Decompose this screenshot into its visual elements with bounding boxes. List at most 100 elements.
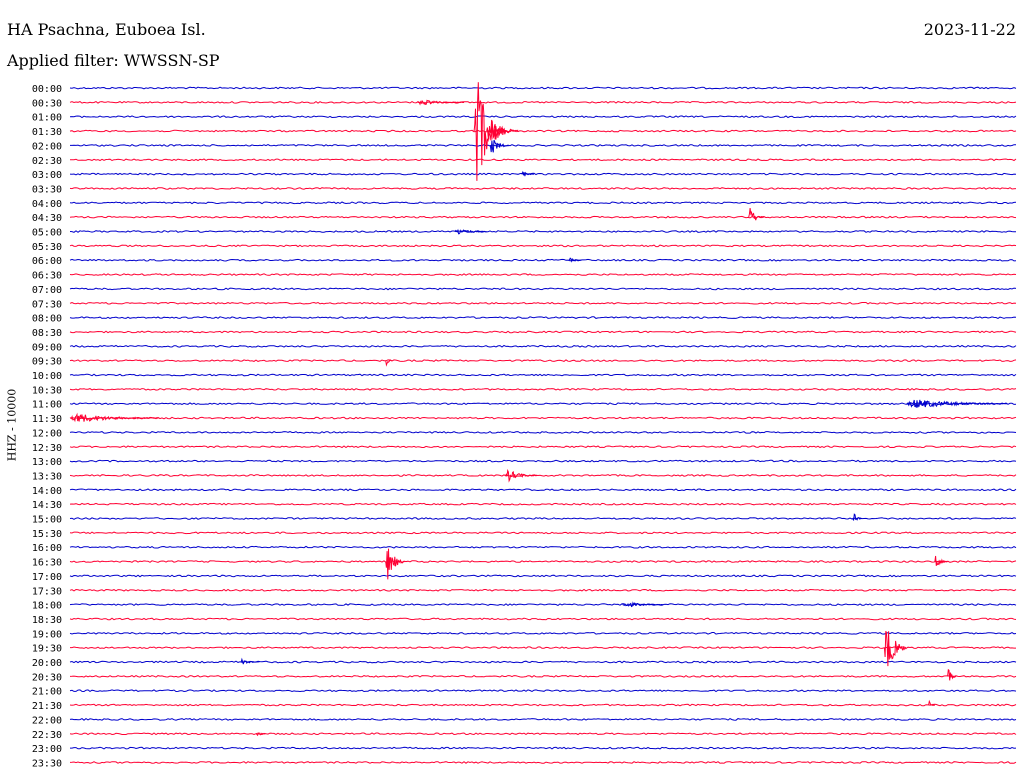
time-label: 21:30 bbox=[32, 701, 62, 712]
time-label: 23:30 bbox=[32, 758, 62, 769]
time-label: 09:00 bbox=[32, 342, 62, 353]
trace-0930 bbox=[69, 359, 1017, 363]
time-label: 05:00 bbox=[32, 228, 62, 239]
event-17 bbox=[240, 657, 260, 665]
time-label: 03:00 bbox=[32, 170, 62, 181]
time-label: 11:00 bbox=[32, 400, 62, 411]
time-label: 04:00 bbox=[32, 199, 62, 210]
trace-1930 bbox=[70, 646, 1016, 650]
event-19 bbox=[928, 699, 935, 706]
trace-0200 bbox=[70, 143, 1016, 147]
time-label: 18:30 bbox=[32, 615, 62, 626]
event-13 bbox=[385, 548, 405, 580]
trace-0300 bbox=[69, 172, 1017, 176]
time-label: 06:00 bbox=[32, 256, 62, 267]
time-label: 07:00 bbox=[32, 285, 62, 296]
time-label: 13:00 bbox=[32, 457, 62, 468]
filter-label: Applied filter: WWSSN-SP bbox=[7, 51, 220, 70]
time-label: 00:30 bbox=[32, 98, 62, 109]
time-label: 03:30 bbox=[32, 184, 62, 195]
trace-0830 bbox=[69, 330, 1017, 334]
event-18 bbox=[947, 668, 957, 681]
time-label: 08:00 bbox=[32, 314, 62, 325]
time-label: 00:00 bbox=[32, 84, 62, 95]
event-8 bbox=[385, 359, 393, 367]
event-4 bbox=[521, 170, 535, 177]
time-label: 12:00 bbox=[32, 428, 62, 439]
trace-2230 bbox=[69, 732, 1017, 736]
trace-0130 bbox=[69, 129, 1017, 133]
trace-0000 bbox=[69, 86, 1017, 90]
trace-0330 bbox=[69, 187, 1017, 190]
trace-2300 bbox=[70, 746, 1017, 750]
time-label: 16:30 bbox=[32, 558, 62, 569]
event-11 bbox=[505, 468, 538, 483]
time-label: 14:30 bbox=[32, 500, 62, 511]
trace-1830 bbox=[69, 617, 1017, 621]
time-label: 05:30 bbox=[32, 242, 62, 253]
trace-1130 bbox=[69, 416, 1017, 420]
event-0 bbox=[416, 99, 465, 106]
trace-0630 bbox=[69, 273, 1017, 276]
trace-1000 bbox=[69, 373, 1017, 377]
time-label: 09:30 bbox=[32, 357, 62, 368]
trace-1100 bbox=[69, 402, 1017, 406]
event-15 bbox=[622, 601, 663, 608]
time-label: 20:00 bbox=[32, 658, 62, 669]
trace-0800 bbox=[69, 316, 1017, 320]
trace-1800 bbox=[69, 603, 1017, 607]
time-label: 15:00 bbox=[32, 515, 62, 526]
trace-1200 bbox=[69, 431, 1017, 434]
time-label: 14:00 bbox=[32, 486, 62, 497]
trace-2200 bbox=[69, 717, 1017, 721]
trace-1900 bbox=[69, 631, 1017, 635]
time-label: 15:30 bbox=[32, 529, 62, 540]
trace-1500 bbox=[69, 517, 1017, 520]
trace-0600 bbox=[69, 258, 1017, 262]
time-label: 02:00 bbox=[32, 141, 62, 152]
time-label: 12:30 bbox=[32, 443, 62, 454]
event-3 bbox=[489, 139, 509, 153]
time-label: 23:00 bbox=[32, 744, 62, 755]
event-12 bbox=[852, 513, 863, 521]
trace-1600 bbox=[69, 545, 1017, 549]
time-label: 19:30 bbox=[32, 644, 62, 655]
time-label: 04:30 bbox=[32, 213, 62, 224]
trace-1230 bbox=[69, 445, 1017, 449]
trace-0900 bbox=[69, 344, 1017, 348]
time-label: 16:00 bbox=[32, 543, 62, 554]
trace-0530 bbox=[69, 244, 1017, 248]
trace-1630 bbox=[69, 560, 1017, 563]
trace-0400 bbox=[69, 201, 1017, 205]
event-5 bbox=[748, 207, 765, 221]
time-label: 10:30 bbox=[32, 385, 62, 396]
trace-1030 bbox=[69, 387, 1017, 391]
trace-0500 bbox=[69, 230, 1017, 233]
trace-1530 bbox=[69, 531, 1017, 535]
trace-0730 bbox=[69, 301, 1017, 305]
event-6 bbox=[454, 228, 487, 235]
time-label: 02:30 bbox=[32, 156, 62, 167]
trace-2000 bbox=[69, 660, 1017, 664]
trace-1430 bbox=[69, 502, 1017, 506]
trace-0100 bbox=[69, 115, 1017, 119]
time-label: 13:30 bbox=[32, 471, 62, 482]
event-16 bbox=[883, 630, 907, 667]
time-label: 17:00 bbox=[32, 572, 62, 583]
time-label: 07:30 bbox=[32, 299, 62, 310]
trace-2030 bbox=[69, 674, 1017, 678]
time-label: 22:00 bbox=[32, 715, 62, 726]
event-9 bbox=[906, 399, 1008, 408]
time-label: 21:00 bbox=[32, 687, 62, 698]
event-1 bbox=[473, 82, 507, 181]
trace-0430 bbox=[69, 215, 1017, 219]
station-title: HA Psachna, Euboea Isl. bbox=[7, 20, 206, 39]
trace-2330 bbox=[69, 761, 1017, 764]
time-label: 18:00 bbox=[32, 601, 62, 612]
trace-0230 bbox=[70, 158, 1017, 162]
event-20 bbox=[255, 731, 266, 737]
time-label: 10:00 bbox=[32, 371, 62, 382]
time-label: 08:30 bbox=[32, 328, 62, 339]
trace-1330 bbox=[69, 474, 1017, 477]
